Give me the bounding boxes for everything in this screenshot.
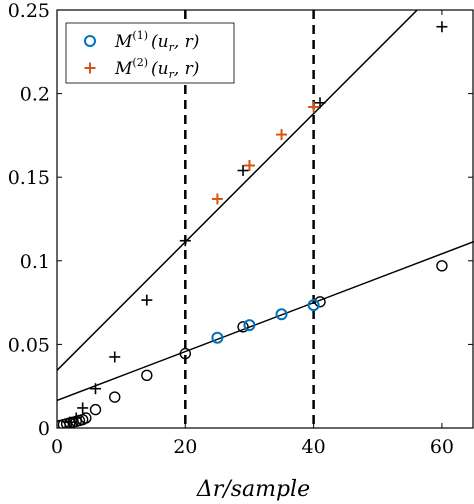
- data-point-s2-1: [70, 412, 82, 424]
- data-point-s0-12: [179, 347, 192, 360]
- y-tick-label-4: 0.2: [20, 84, 50, 106]
- legend-marker-2: [84, 62, 96, 74]
- data-point-s0-9: [89, 403, 102, 416]
- data-point-s2-9: [436, 21, 448, 33]
- x-tick-label-0: 0: [51, 436, 63, 458]
- x-tick-label-2: 40: [302, 436, 326, 458]
- data-point-s3-2: [276, 129, 288, 141]
- legend-label-1: M(1) (ur, r): [114, 29, 199, 54]
- fit-upper: [57, 10, 419, 371]
- x-axis-label: Δr/sample: [196, 477, 310, 502]
- data-point-s2-8: [314, 97, 326, 109]
- data-point-s0-14: [314, 296, 326, 308]
- data-point-s2-5: [141, 294, 153, 306]
- y-tick-label-0: 0: [38, 418, 50, 440]
- data-point-s0-11: [141, 369, 153, 382]
- data-point-s0-8: [80, 412, 92, 424]
- data-point-s2-6: [179, 235, 191, 247]
- data-point-s2-2: [77, 402, 89, 414]
- ticks-layer: 0 20 40 60 0 0.05 0.1 0.15 0.2 0.25: [8, 0, 473, 458]
- data-point-s2-7: [237, 165, 249, 177]
- data-point-s1-3: [307, 299, 320, 312]
- marks-layer: [57, 10, 474, 428]
- legend-entries: M(1) (ur, r)M(2) (ur, r): [84, 29, 199, 81]
- plot-frame: [56, 9, 474, 429]
- data-point-s1-1: [243, 319, 256, 332]
- data-point-s2-3: [89, 383, 101, 395]
- legend: M(1) (ur, r)M(2) (ur, r): [65, 22, 235, 84]
- y-tick-label-2: 0.1: [20, 251, 50, 273]
- legend-box: [65, 22, 235, 84]
- data-point-s3-3: [308, 101, 320, 113]
- data-point-s1-0: [211, 331, 224, 344]
- data-point-s1-2: [275, 308, 288, 321]
- data-point-s2-4: [109, 351, 121, 363]
- data-point-s0-13: [237, 321, 249, 333]
- data-point-s0-15: [436, 260, 448, 272]
- data-point-s2-0: [64, 416, 76, 428]
- legend-label-2: M(2) (ur, r): [114, 56, 199, 81]
- y-tick-label-1: 0.05: [8, 334, 50, 356]
- x-tick-label-1: 20: [173, 436, 197, 458]
- data-point-s3-0: [211, 193, 223, 205]
- fit-lower: [57, 240, 474, 402]
- x-tick-label-3: 60: [430, 436, 454, 458]
- y-tick-label-3: 0.15: [8, 167, 50, 189]
- y-tick-label-5: 0.25: [8, 0, 50, 22]
- data-point-s0-10: [109, 391, 121, 403]
- legend-marker-1: [84, 35, 96, 47]
- data-point-s3-1: [243, 159, 255, 171]
